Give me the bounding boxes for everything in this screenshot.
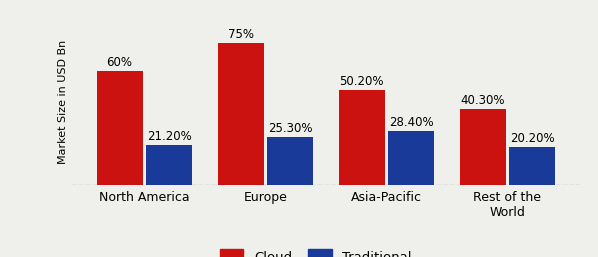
Bar [460,108,506,185]
Text: 25.30%: 25.30% [268,122,313,135]
Bar [96,71,142,185]
Bar [146,145,192,185]
Text: 60%: 60% [106,56,133,69]
Text: 28.40%: 28.40% [389,116,434,129]
Bar [267,137,313,185]
Text: 40.30%: 40.30% [460,94,505,107]
Bar [218,43,264,185]
Text: 75%: 75% [228,28,254,41]
Legend: Cloud, Traditional: Cloud, Traditional [216,245,416,257]
Text: 21.20%: 21.20% [147,130,191,143]
Y-axis label: Market Size in USD Bn: Market Size in USD Bn [57,39,68,164]
Bar [388,131,434,185]
Bar [509,147,556,185]
Text: 20.20%: 20.20% [510,132,554,145]
Text: 50.20%: 50.20% [339,75,384,88]
Bar [338,90,385,185]
